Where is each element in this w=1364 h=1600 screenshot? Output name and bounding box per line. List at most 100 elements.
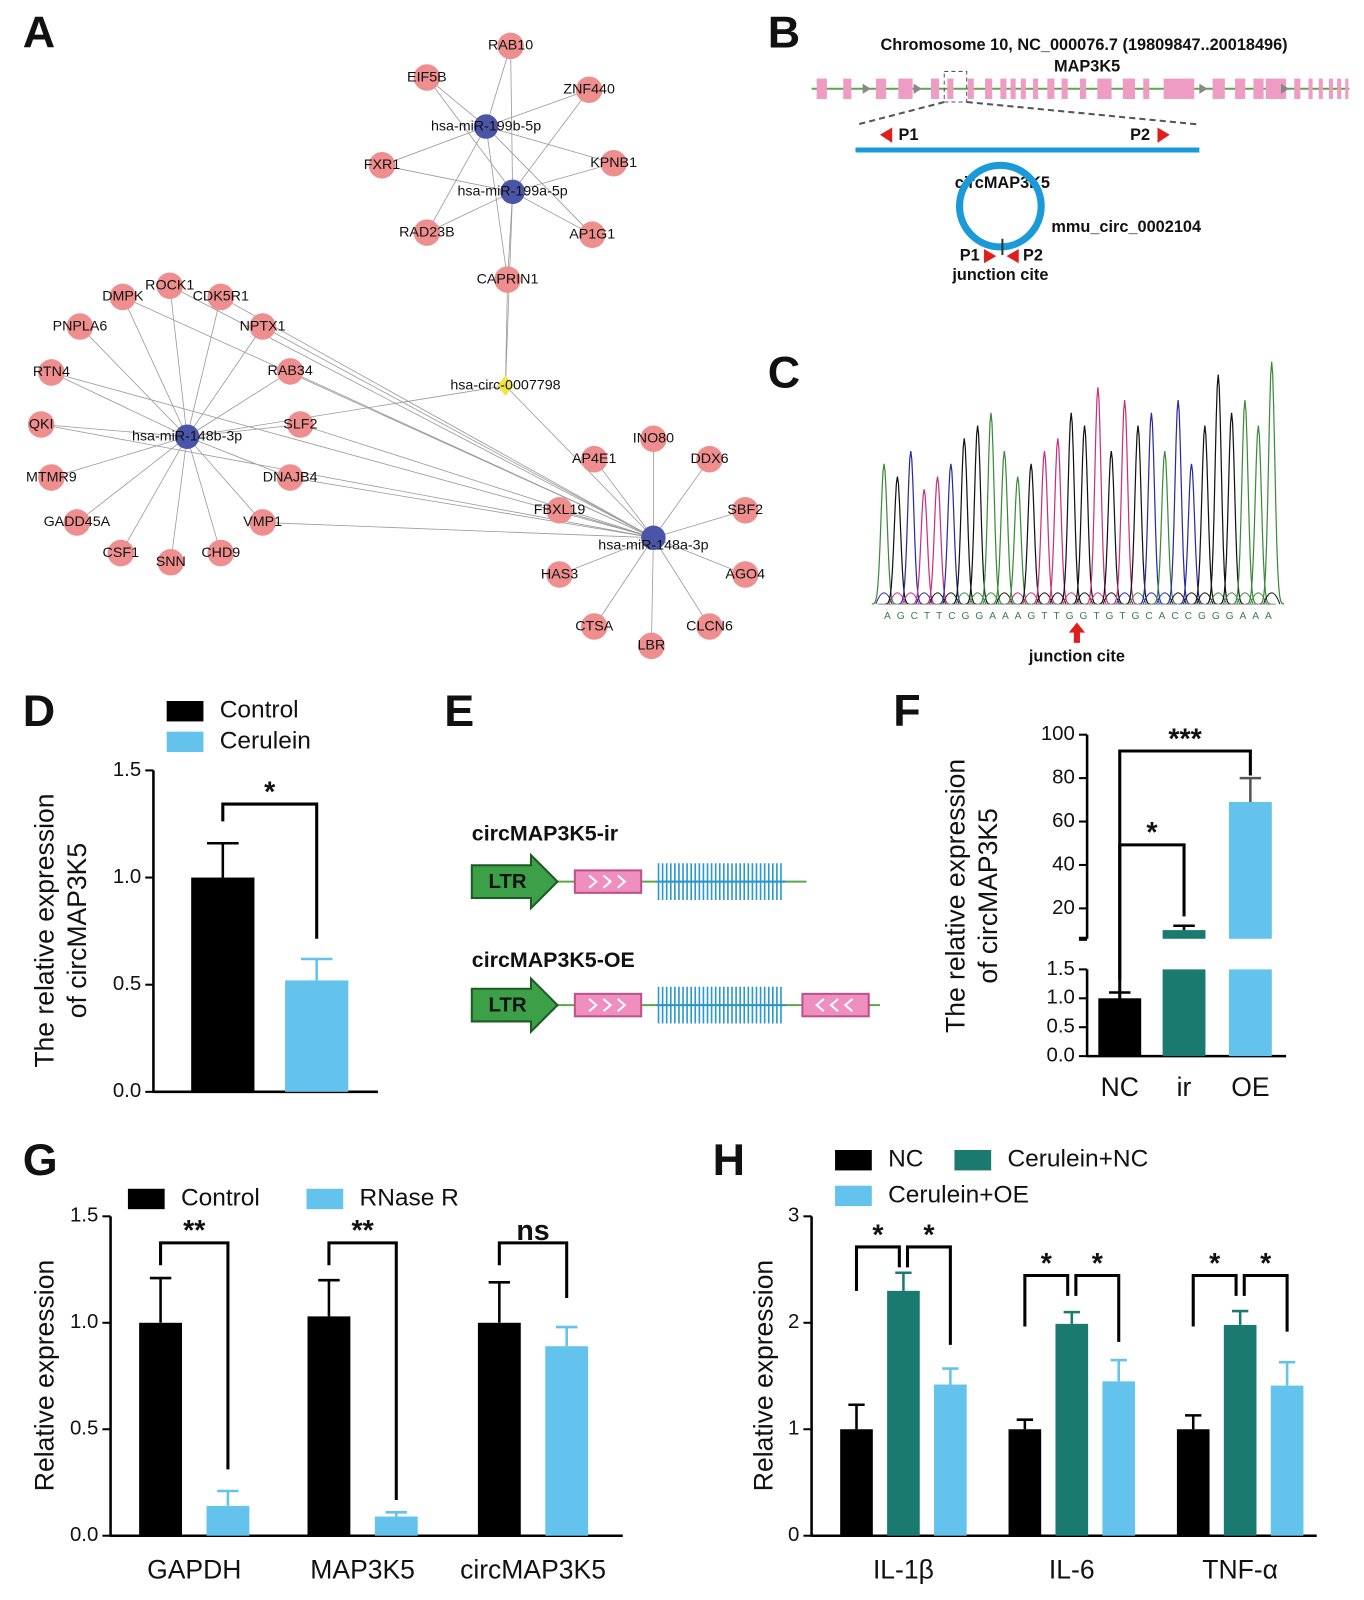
y-tick-label: 0.0 bbox=[113, 1080, 141, 1102]
node-label: PNPLA6 bbox=[53, 318, 108, 334]
trace-peak bbox=[925, 476, 950, 605]
exon bbox=[1328, 78, 1334, 99]
y-axis-label: of circMAP3K5 bbox=[62, 843, 92, 1018]
gene-node bbox=[249, 313, 276, 340]
node-label: CHD9 bbox=[201, 545, 240, 561]
node-label: hsa-miR-199a-5p bbox=[458, 184, 568, 200]
mirna-node bbox=[500, 179, 525, 205]
panel-label: B bbox=[768, 7, 800, 58]
node-label: AGO4 bbox=[725, 566, 765, 582]
node-label: SLF2 bbox=[283, 416, 317, 432]
edge bbox=[187, 385, 506, 438]
edge bbox=[220, 296, 654, 539]
primer-label: P2 bbox=[1023, 246, 1043, 264]
panel-label: H bbox=[713, 1134, 745, 1185]
zoom-box bbox=[943, 70, 968, 103]
legend-swatch bbox=[954, 1150, 992, 1171]
strand-arrow bbox=[1280, 83, 1290, 94]
y-tick-label: 100 bbox=[1041, 723, 1075, 745]
x-tick-label: TNF-α bbox=[1202, 1554, 1278, 1584]
error-bar bbox=[318, 1278, 340, 1317]
chevron bbox=[588, 998, 598, 1012]
trace-peak bbox=[898, 450, 924, 605]
y-tick-label: 3 bbox=[788, 1205, 799, 1227]
bar bbox=[477, 1322, 521, 1536]
node-label: NPTX1 bbox=[240, 318, 286, 334]
primer bbox=[984, 248, 997, 264]
ltr-label: LTR bbox=[488, 871, 526, 893]
edge bbox=[510, 45, 514, 192]
edge bbox=[289, 371, 654, 539]
node-label: KPNB1 bbox=[590, 155, 637, 171]
node-label: hsa-circ-0007798 bbox=[450, 377, 560, 393]
bar bbox=[139, 1322, 182, 1536]
circ-rna bbox=[955, 161, 1045, 251]
edge bbox=[426, 126, 487, 233]
edge bbox=[169, 285, 188, 437]
error-bar bbox=[1110, 1358, 1127, 1382]
legend-label: NC bbox=[888, 1146, 923, 1173]
edge bbox=[650, 537, 654, 646]
error-bar bbox=[555, 1325, 578, 1347]
significance-label: * bbox=[1260, 1248, 1272, 1280]
x-tick-label: IL-6 bbox=[1049, 1554, 1095, 1584]
gene-node bbox=[156, 272, 184, 299]
trace-peak bbox=[1232, 399, 1258, 605]
x-tick-label: GAPDH bbox=[147, 1554, 241, 1584]
chevron bbox=[602, 874, 613, 889]
y-tick-label: 1 bbox=[788, 1418, 799, 1440]
exon bbox=[967, 78, 974, 99]
error-bar bbox=[1016, 1418, 1034, 1430]
error-bar bbox=[217, 1489, 239, 1506]
primer bbox=[879, 127, 893, 143]
exon bbox=[1097, 78, 1112, 99]
bar bbox=[1228, 801, 1272, 939]
edge bbox=[485, 89, 590, 127]
node-label: FBXL19 bbox=[534, 502, 586, 518]
edge bbox=[186, 371, 291, 438]
edge bbox=[76, 436, 188, 523]
bar bbox=[1055, 1323, 1089, 1536]
gene-node bbox=[249, 509, 276, 536]
bar bbox=[307, 1316, 351, 1536]
trace-peak bbox=[911, 489, 937, 605]
y-tick-label: 1.0 bbox=[70, 1311, 98, 1333]
edge bbox=[593, 458, 654, 539]
ltr-arrow bbox=[470, 852, 559, 911]
x-tick-label: OE bbox=[1231, 1072, 1269, 1102]
trace-peak bbox=[1098, 450, 1124, 605]
y-tick-label: 0.0 bbox=[70, 1524, 98, 1546]
edge bbox=[170, 436, 188, 563]
gene-node bbox=[207, 539, 235, 567]
mirna-node bbox=[641, 525, 666, 550]
x-tick-label: IL-1β bbox=[873, 1554, 934, 1584]
node-label: CTSA bbox=[575, 618, 614, 634]
panel-label: D bbox=[23, 685, 55, 736]
y-axis-label: The relative expression bbox=[941, 759, 971, 1033]
significance-bracket bbox=[1023, 1273, 1070, 1327]
mirna-node bbox=[473, 114, 499, 139]
node-label: CDK5R1 bbox=[193, 289, 249, 305]
x-tick-label: circMAP3K5 bbox=[460, 1554, 606, 1584]
gene-node bbox=[575, 76, 603, 104]
edge bbox=[186, 296, 222, 437]
significance-bracket bbox=[221, 802, 319, 939]
node-label: RTN4 bbox=[33, 364, 70, 380]
exon bbox=[1000, 78, 1007, 99]
gene-node bbox=[494, 266, 521, 293]
exon bbox=[1061, 78, 1068, 99]
edge bbox=[512, 191, 593, 236]
gene-node bbox=[546, 561, 573, 588]
chevron bbox=[617, 874, 627, 889]
node-label: LBR bbox=[638, 638, 666, 654]
trace-peak bbox=[871, 463, 897, 605]
y-tick-label: 60 bbox=[1052, 810, 1075, 832]
edge bbox=[485, 126, 614, 164]
gene-node bbox=[732, 561, 759, 588]
edge bbox=[262, 522, 654, 539]
significance-label: * bbox=[264, 776, 276, 808]
significance-label: * bbox=[1146, 817, 1158, 849]
primer bbox=[1157, 127, 1170, 143]
